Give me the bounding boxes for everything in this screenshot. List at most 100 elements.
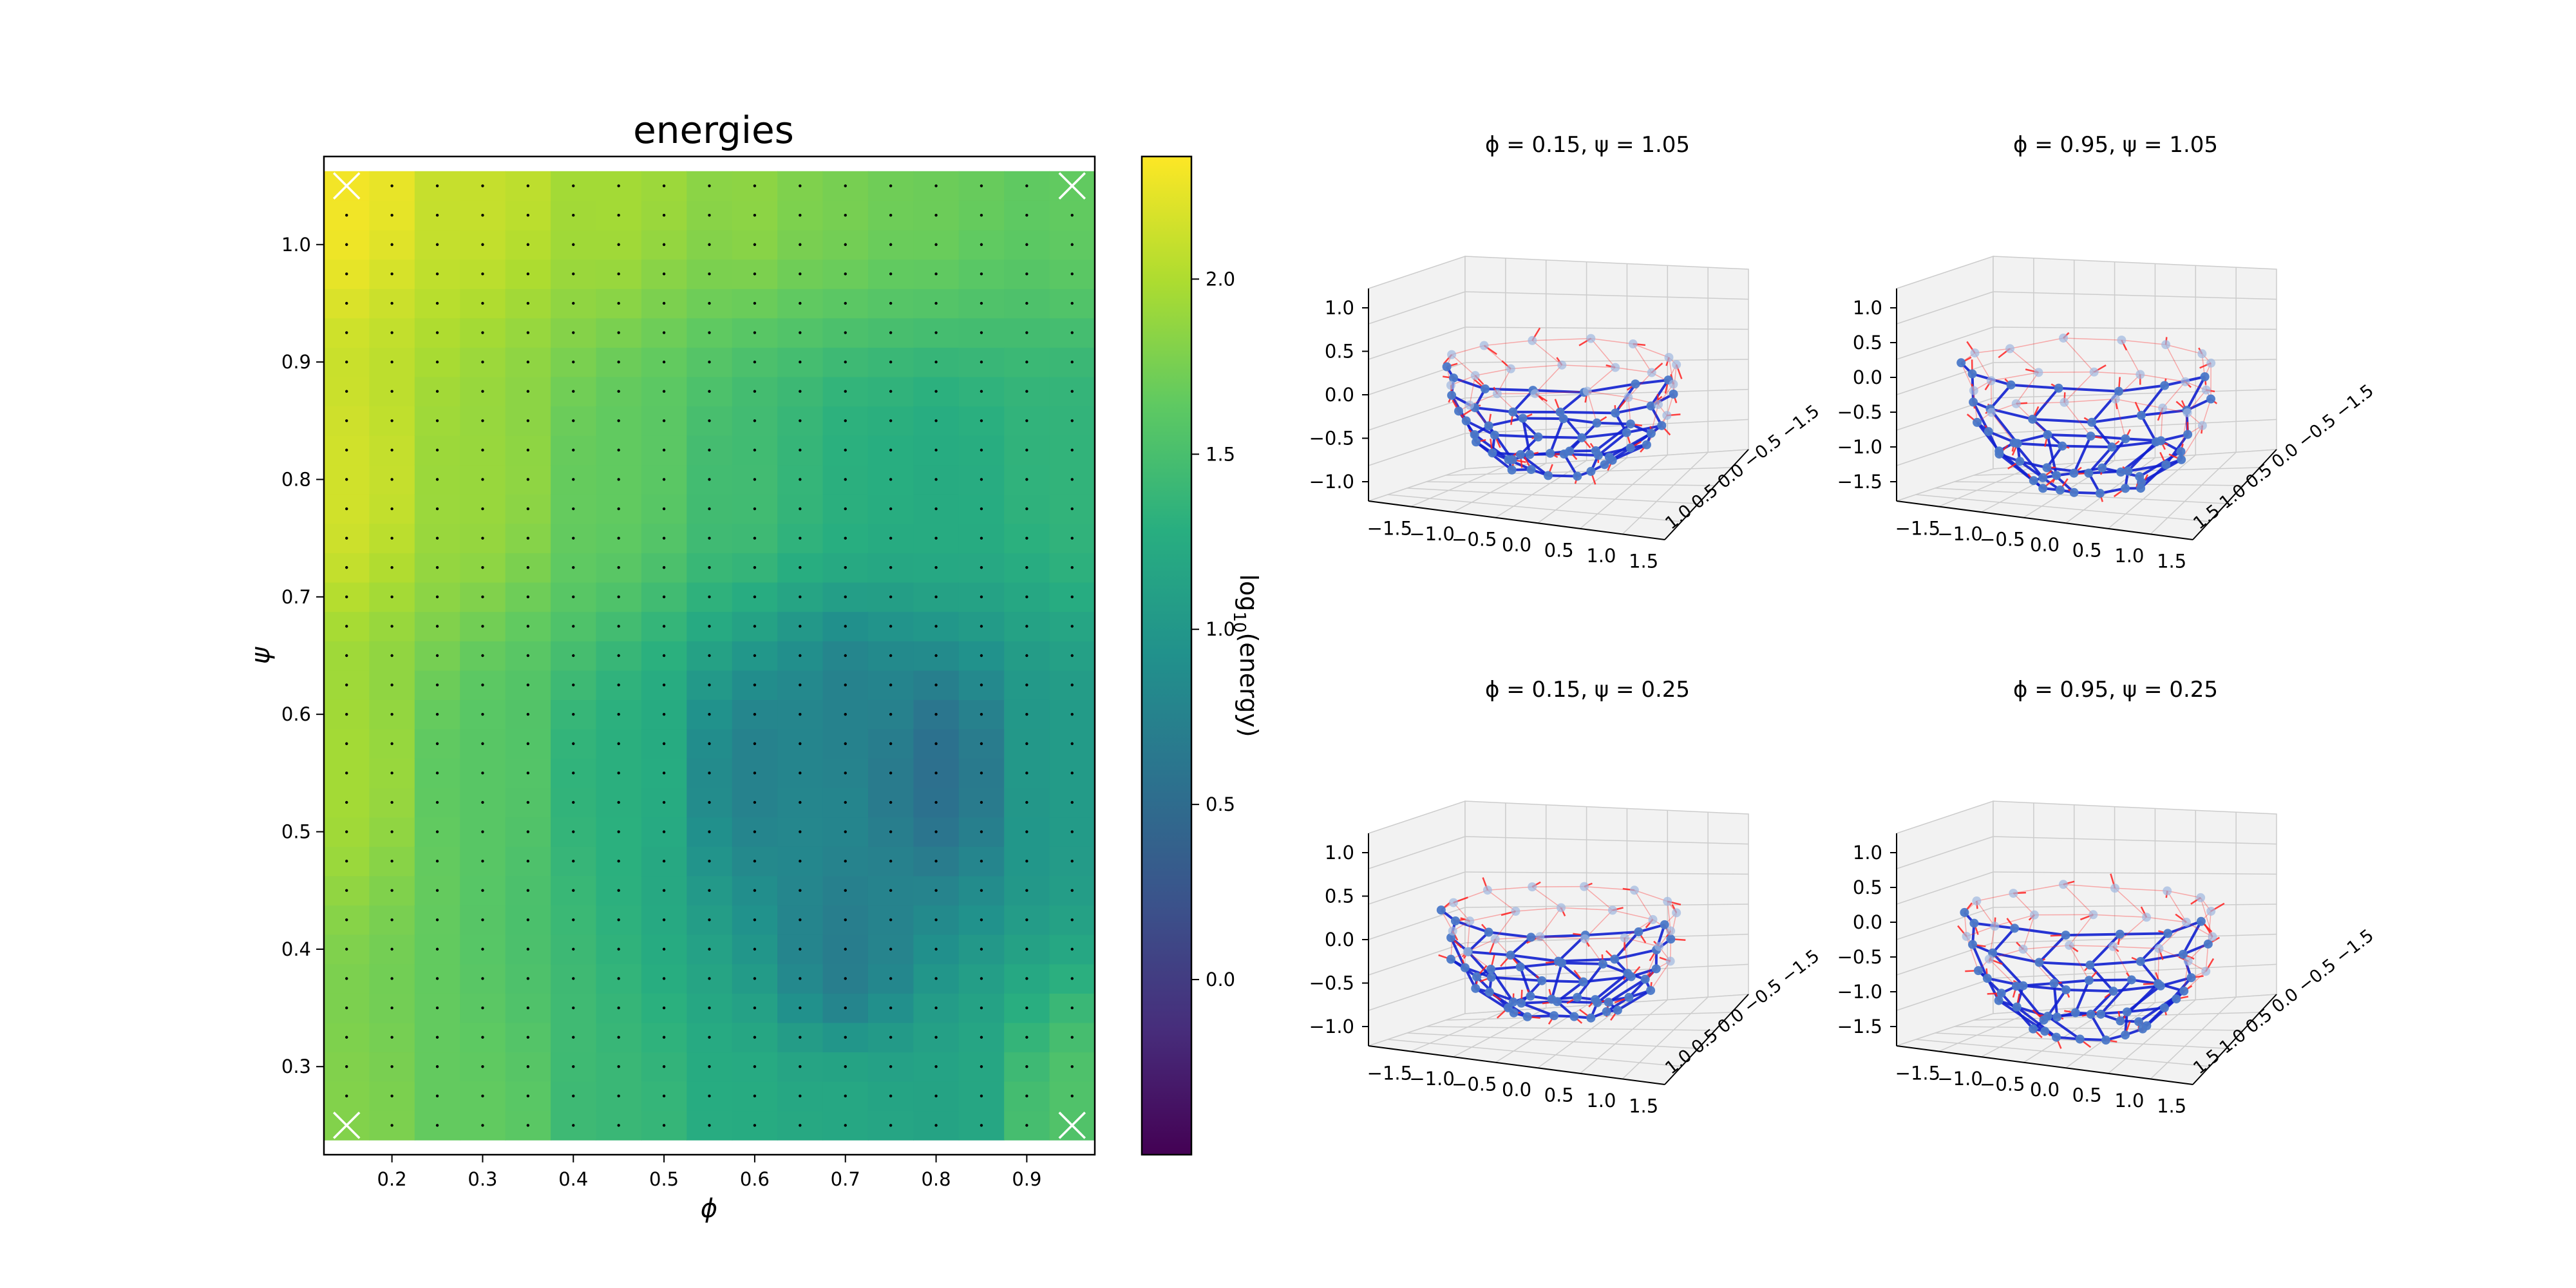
grid-line [2065,1002,2155,1068]
heatmap-point [1025,625,1028,628]
heatmap-point [844,419,847,422]
heatmap-point [1070,566,1074,569]
heatmap-point [526,448,530,452]
mesh-vertex [1447,350,1457,359]
heatmap-point [1070,889,1074,892]
mesh-vertex [2087,417,2097,427]
y-tick-label: 0.9 [281,351,311,373]
mesh-edge [1548,474,1578,478]
mesh-vertex [1604,998,1613,1007]
heatmap-point [435,800,439,804]
heatmap-point [980,625,983,628]
heatmap-point [572,243,575,246]
heatmap-point [889,360,893,364]
mesh-edge [2063,884,2116,889]
mesh-edge [2011,383,2059,390]
heatmap-point [1025,1006,1028,1010]
heatmap-point [572,918,575,922]
heatmap-point [435,918,439,922]
panel-3d: ϕ = 0.15, ψ = 0.251.00.50.0−0.5−1.0−1.5−… [1309,677,1824,1117]
mesh-vertex [2038,473,2048,482]
mesh-vertex [2107,442,2117,452]
x-tick-label: 0.5 [1544,540,1574,562]
mesh-edge [1595,422,1632,452]
mesh-vertex [1503,1003,1513,1012]
mesh-vertex [1591,446,1600,455]
heatmap-point [980,859,983,863]
heatmap-point [662,566,666,569]
corner-x-marker [1058,172,1086,200]
heatmap-point [889,1036,893,1039]
grid-line [1938,1010,2034,1052]
mesh-vertex [1579,882,1589,891]
heatmap-point [345,213,348,217]
mesh-vertex [2018,944,2028,954]
heatmap-point [617,889,620,892]
mesh-vertex [2172,994,2181,1004]
mesh-vertex [2098,463,2107,473]
heatmap-point [662,800,666,804]
heatmap-point [799,889,802,892]
mesh-edge [1991,372,2039,381]
mesh-vertex [2196,893,2206,902]
heatmap-point [390,800,393,804]
heatmap-point [390,1124,393,1127]
x-tick-label: 0.0 [2030,534,2060,556]
mesh-edge [2165,344,2202,355]
heatmap-point [1025,448,1028,452]
mesh-vertex [1611,408,1620,418]
mesh-vertex [2138,1024,2148,1034]
heatmap-point [526,1094,530,1098]
grid-line [1993,963,2277,979]
heatmap-point [799,1006,802,1010]
heatmap-point [572,360,575,364]
heatmap-point [617,772,620,775]
panel-title: ϕ = 0.95, ψ = 1.05 [2013,132,2218,158]
mesh-edge [2063,372,2095,403]
heatmap-point [526,1065,530,1068]
heatmap-point [526,1036,530,1039]
heatmap-point [1025,712,1028,716]
mesh-vertex [1506,951,1515,960]
heatmap-point [526,301,530,305]
heatmap-point [980,830,983,833]
heatmap-point [980,419,983,422]
mesh-vertex [2208,932,2217,942]
heatmap-point [481,800,484,804]
heatmap-point [435,507,439,511]
heatmap-point [572,301,575,305]
heatmap-point [708,1065,711,1068]
heatmap-point [934,1124,938,1127]
heatmap-point [617,272,620,276]
heatmap-point [708,947,711,951]
mesh-vertex [2136,956,2145,966]
heatmap-point [1070,419,1074,422]
heatmap-point [345,360,348,364]
mesh-vertex [2011,399,2021,408]
heatmap-point [345,889,348,892]
y-tick-label: 0.7 [281,586,311,608]
heatmap-point [934,478,938,481]
heatmap-point [345,301,348,305]
heatmap-point [617,625,620,628]
mesh-edge [1651,404,1659,434]
heatmap-point [708,272,711,276]
mesh-edge [1994,914,2035,927]
heatmap-point [345,536,348,540]
heatmap-point [980,536,983,540]
heatmap-point [799,625,802,628]
mesh-vertex [1486,964,1496,974]
x-tick-label: 0.2 [377,1168,407,1190]
heatmap-point [617,859,620,863]
mesh-edge [1991,952,2025,987]
mesh-vertex [2086,431,2096,441]
mesh-edge [1965,936,1979,971]
heatmap-point [617,742,620,745]
mesh-vertex [1663,896,1672,906]
z-tick-label: −0.5 [1309,972,1354,994]
heatmap-point [526,772,530,775]
heatmap-point [889,478,893,481]
z-tick-label: −1.0 [1309,471,1354,493]
mesh-vertices [1960,880,2217,1045]
heatmap-point [844,1006,847,1010]
